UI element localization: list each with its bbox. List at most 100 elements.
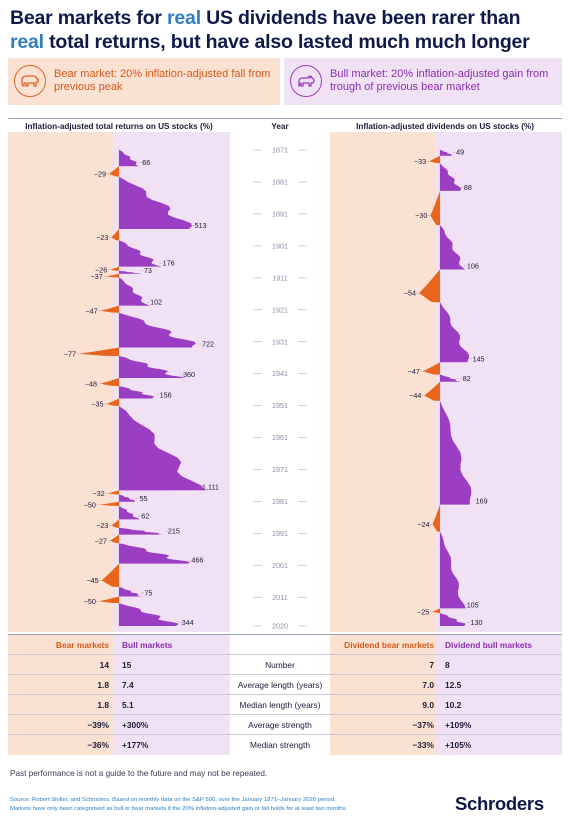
- year-tick-label: 2020: [272, 622, 288, 631]
- bull-market-area: [440, 225, 466, 270]
- data-label: −23: [96, 233, 108, 242]
- bull-market-area: [440, 613, 466, 626]
- header-dividend-bear-markets: Dividend bear markets: [344, 640, 434, 650]
- data-label: −50: [84, 500, 96, 509]
- bull-value: 5.1: [122, 700, 134, 710]
- data-label: 176: [163, 259, 175, 268]
- dividend-bear-value: −33%: [412, 740, 434, 750]
- bull-market-area: [119, 494, 136, 502]
- bull-market-area: [119, 386, 155, 399]
- data-label: 102: [150, 298, 162, 307]
- data-label: −25: [417, 607, 429, 616]
- dividend-bear-value: 9.0: [422, 700, 434, 710]
- data-label: −29: [94, 169, 106, 178]
- data-label: −45: [86, 576, 98, 585]
- source-note: Source: Robert Shiller, and Schroders. B…: [10, 797, 336, 803]
- dividend-bear-value: −37%: [412, 720, 434, 730]
- data-label: −24: [417, 520, 429, 529]
- legend-bear-text: Bear market: 20% inflation-adjusted fall…: [54, 68, 271, 93]
- data-label: 145: [473, 354, 485, 363]
- data-label: 75: [144, 588, 152, 597]
- data-label: 106: [467, 261, 479, 270]
- data-label: 130: [470, 618, 482, 627]
- bear-market-area: [98, 596, 119, 604]
- year-tick-label: 1871: [272, 146, 288, 155]
- bear-value: 14: [99, 660, 109, 670]
- bull-market-area: [119, 527, 165, 535]
- right-bull-band: [436, 132, 562, 632]
- brand-logo: Schroders: [455, 793, 544, 814]
- bull-market-area: [119, 176, 192, 230]
- bear-market-area: [111, 229, 119, 241]
- bear-market-area: [100, 378, 119, 387]
- data-label: −37: [90, 272, 102, 281]
- data-label: 62: [141, 511, 149, 520]
- bear-market-area: [422, 362, 440, 375]
- year-tick-label: 1891: [272, 209, 288, 218]
- bear-market-area: [105, 273, 119, 278]
- bear-market-area: [432, 504, 440, 532]
- bear-market-area: [111, 519, 119, 528]
- data-label: 215: [168, 527, 180, 536]
- header-dividend-bull-markets: Dividend bull markets: [445, 640, 533, 650]
- data-label: −47: [408, 367, 420, 376]
- left-panel-title: Inflation-adjusted total returns on US s…: [25, 122, 213, 131]
- bull-market-area: [119, 312, 196, 348]
- left-bear-band: [8, 132, 114, 632]
- right-bear-band: [330, 132, 436, 632]
- bear-market-area: [107, 490, 119, 495]
- data-label: 105: [467, 600, 479, 609]
- bear-market-area: [109, 534, 119, 544]
- dividend-bull-value: +105%: [445, 740, 472, 750]
- data-label: −26: [95, 265, 107, 274]
- bull-market-area: [119, 406, 205, 491]
- data-label: −54: [404, 289, 416, 298]
- bear-market-area: [424, 381, 440, 401]
- bull-value: 7.4: [122, 680, 134, 690]
- year-tick-label: 2011: [272, 593, 287, 602]
- data-label: −50: [84, 597, 96, 606]
- data-label: −30: [415, 211, 427, 220]
- data-label: −77: [64, 349, 76, 358]
- data-label: 49: [456, 148, 464, 157]
- bear-value: 1.8: [97, 700, 109, 710]
- year-tick-label: 1881: [272, 178, 288, 187]
- bull-market-area: [440, 302, 470, 363]
- dividend-bull-value: +109%: [445, 720, 472, 730]
- data-label: 55: [140, 494, 148, 503]
- data-label: −35: [91, 400, 103, 409]
- data-label: 513: [195, 221, 207, 230]
- data-label: 344: [182, 618, 194, 627]
- bear-market-area: [419, 269, 440, 303]
- data-label: −23: [96, 521, 108, 530]
- data-label: 88: [464, 183, 472, 192]
- legend-bull: Bull market: 20% inflation-adjusted gain…: [284, 58, 562, 105]
- legend-bear: Bear market: 20% inflation-adjusted fall…: [8, 58, 280, 105]
- year-tick-label: 1931: [272, 337, 288, 346]
- data-label: −47: [85, 306, 97, 315]
- data-label: 360: [183, 370, 195, 379]
- dividend-bear-value: 7.0: [422, 680, 434, 690]
- bear-market-area: [98, 501, 119, 507]
- data-label: 722: [202, 340, 214, 349]
- summary-row: −36% +177% Median strength −33% +105%: [8, 734, 562, 755]
- year-tick-label: 2001: [272, 561, 288, 570]
- summary-row: −39% +300% Average strength −37% +109%: [8, 714, 562, 735]
- dividend-bull-value: 8: [445, 660, 450, 670]
- summary-table: Bear markets Bull markets Dividend bear …: [8, 634, 562, 755]
- dividend-bull-value: 10.2: [445, 700, 462, 710]
- row-label: Number: [265, 660, 295, 670]
- summary-row: 1.8 7.4 Average length (years) 7.0 12.5: [8, 674, 562, 695]
- bull-market-area: [119, 586, 143, 597]
- header-bear-markets: Bear markets: [55, 640, 109, 650]
- bear-market-area: [79, 347, 119, 357]
- bull-market-area: [440, 531, 466, 609]
- summary-row: 14 15 Number 7 8: [8, 654, 562, 675]
- bull-market-area: [440, 400, 472, 505]
- legend-bull-text: Bull market: 20% inflation-adjusted gain…: [330, 68, 549, 93]
- bear-value: −39%: [87, 720, 109, 730]
- year-tick-label: 1921: [272, 305, 288, 314]
- header-rule: [8, 118, 562, 119]
- year-tick-label: 1971: [272, 465, 288, 474]
- bull-value: +300%: [122, 720, 149, 730]
